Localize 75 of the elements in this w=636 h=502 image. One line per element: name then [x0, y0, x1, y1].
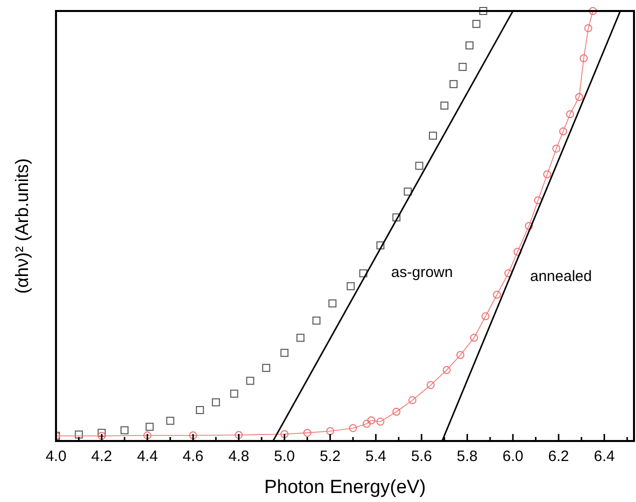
- x-tick-label: 4.8: [228, 448, 250, 465]
- point: [146, 422, 154, 431]
- point: [534, 196, 542, 204]
- x-tick-label: 5.0: [274, 448, 295, 465]
- point: [376, 418, 384, 426]
- point: [580, 54, 588, 62]
- point: [466, 41, 474, 50]
- x-axis-title: Photon Energy(eV): [264, 477, 426, 498]
- point: [346, 282, 355, 290]
- point: [543, 170, 552, 178]
- point: [246, 376, 254, 385]
- y-axis-title: (αhν)² (Arb.units): [12, 158, 32, 294]
- point: [392, 408, 400, 416]
- point: [120, 426, 129, 434]
- x-tick-label: 5.8: [456, 448, 478, 465]
- point: [404, 188, 412, 196]
- annotation: annealed: [530, 268, 592, 285]
- point: [513, 248, 522, 256]
- point: [362, 420, 371, 428]
- point: [524, 222, 533, 230]
- x-tick-label: 6.4: [594, 448, 615, 465]
- point: [376, 241, 384, 250]
- point: [482, 312, 490, 320]
- point: [98, 428, 106, 437]
- point: [296, 334, 304, 342]
- point: [470, 334, 478, 342]
- x-tick-label: 6.2: [548, 448, 570, 465]
- point: [212, 398, 220, 406]
- x-tick-label: 4.4: [136, 448, 158, 465]
- point: [303, 428, 312, 437]
- point: [367, 416, 376, 424]
- x-tick-label: 4.6: [182, 448, 204, 465]
- point: [348, 424, 357, 432]
- point: [280, 430, 288, 438]
- point: [230, 390, 238, 398]
- point: [575, 93, 584, 101]
- point: [559, 127, 568, 136]
- point: [456, 351, 464, 359]
- point: [328, 299, 336, 308]
- point: [450, 80, 458, 88]
- x-tick-label: 5.4: [365, 448, 386, 465]
- point: [359, 269, 368, 278]
- point: [442, 366, 451, 374]
- point: [440, 102, 448, 110]
- point: [143, 431, 152, 440]
- point: [408, 396, 416, 404]
- point: [189, 431, 198, 440]
- x-tick-label: 4.0: [46, 448, 66, 465]
- point: [428, 132, 437, 140]
- point: [458, 62, 467, 71]
- x-tick-label: 5.6: [411, 448, 432, 465]
- point: [234, 430, 243, 439]
- x-tick-label: 5.2: [320, 448, 341, 465]
- point: [166, 416, 174, 425]
- point: [312, 316, 320, 325]
- point: [479, 7, 488, 15]
- point: [566, 110, 574, 118]
- point: [588, 7, 597, 15]
- point: [280, 348, 288, 357]
- point: [584, 24, 592, 32]
- point: [74, 430, 83, 439]
- point: [392, 213, 400, 222]
- point: [504, 269, 512, 278]
- annotation: as-grown: [391, 264, 453, 281]
- point: [196, 406, 204, 414]
- point: [262, 364, 270, 372]
- x-tick-label: 4.2: [91, 448, 112, 465]
- point: [426, 381, 435, 390]
- point: [415, 162, 424, 170]
- point: [98, 432, 106, 440]
- point: [326, 427, 334, 436]
- point: [492, 290, 501, 299]
- point: [472, 20, 480, 28]
- x-tick-label: 6.0: [502, 448, 524, 465]
- point: [552, 144, 560, 153]
